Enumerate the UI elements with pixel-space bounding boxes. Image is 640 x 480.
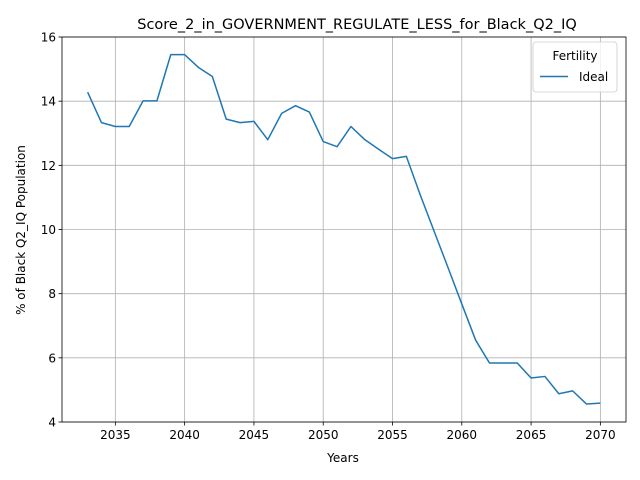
x-tick-label: 2050 <box>308 428 339 442</box>
x-tick-label: 2035 <box>100 428 131 442</box>
x-tick-label: 2060 <box>447 428 478 442</box>
series-line-ideal <box>86 53 601 405</box>
x-tick-label: 2065 <box>516 428 547 442</box>
legend: Fertility Ideal <box>532 41 618 93</box>
y-tick-label: 16 <box>41 31 56 45</box>
y-axis-label: % of Black Q2_IQ Population <box>14 145 28 315</box>
chart-title: Score_2_in_GOVERNMENT_REGULATE_LESS_for_… <box>137 17 577 33</box>
x-tick-label: 2070 <box>585 428 616 442</box>
axis-ticks: 2035 2040 2045 2050 2055 2060 2065 2070 4 6 8 10 12 1… <box>41 31 616 443</box>
x-axis-label: Years <box>326 451 359 465</box>
y-tick-label: 8 <box>48 287 56 301</box>
legend-box <box>532 41 618 93</box>
x-tick-label: 2040 <box>169 428 200 442</box>
y-tick-label: 14 <box>41 95 56 109</box>
y-tick-label: 6 <box>48 351 56 365</box>
y-tick-label: 4 <box>48 416 56 430</box>
x-tick-label: 2055 <box>377 428 408 442</box>
x-tick-label: 2045 <box>239 428 270 442</box>
y-tick-label: 10 <box>41 223 56 237</box>
series-layer <box>86 53 601 405</box>
y-tick-label: 12 <box>41 159 56 173</box>
legend-title: Fertility <box>552 49 597 63</box>
legend-label-ideal: Ideal <box>579 70 608 84</box>
